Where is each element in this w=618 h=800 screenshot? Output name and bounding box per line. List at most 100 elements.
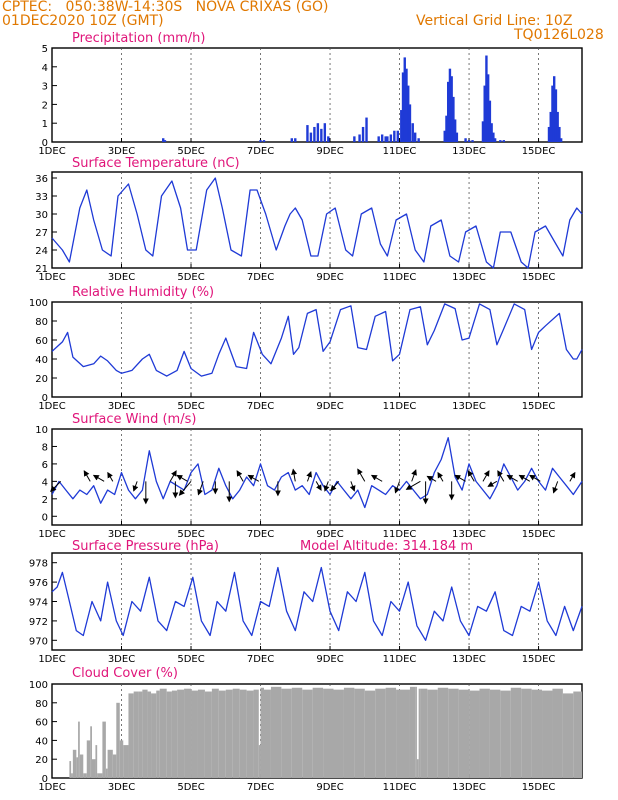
cloud-cover-column bbox=[573, 691, 582, 778]
pres-ytick-label: 976 bbox=[29, 578, 48, 589]
cloud-cover-column bbox=[78, 721, 80, 778]
precip-bar bbox=[485, 55, 488, 142]
precip-bar bbox=[549, 111, 552, 142]
model-id: TQ0126L028 bbox=[514, 27, 604, 43]
precip-bar bbox=[493, 138, 497, 142]
temp-ytick-label: 33 bbox=[35, 192, 48, 203]
precip-bar bbox=[551, 85, 554, 142]
temp-xtick-label: 11DEC bbox=[383, 272, 417, 283]
wind-arrow bbox=[83, 470, 91, 482]
precip-bar bbox=[471, 140, 474, 142]
cloud-cover-column bbox=[102, 721, 106, 778]
cloud-cover-column bbox=[333, 689, 344, 778]
precip-bar bbox=[448, 68, 452, 142]
cloud-cover-column bbox=[72, 749, 77, 778]
wind-arrow bbox=[176, 474, 188, 482]
wind-arrow bbox=[315, 481, 322, 491]
wind-arrow bbox=[330, 481, 340, 492]
precip-bar bbox=[490, 123, 493, 142]
grid-line-note: Vertical Grid Line: 10Z bbox=[416, 13, 573, 29]
cloud-cover-column bbox=[151, 693, 157, 778]
cloud-cover-column bbox=[107, 749, 113, 778]
wind-arrow bbox=[426, 475, 437, 482]
precip-bar bbox=[408, 104, 412, 142]
temp-xtick-label: 13DEC bbox=[452, 272, 486, 283]
cloud-cover-column bbox=[448, 688, 459, 778]
cloud-cover-column bbox=[253, 689, 259, 778]
cloud-cover-column bbox=[112, 754, 117, 778]
cloud-panel: 0 20 40 60 80 100 1DEC 3DEC 5DEC 7DEC 9DEC 11DEC 13D… bbox=[29, 666, 583, 793]
rh-ytick-label: 60 bbox=[35, 336, 48, 347]
precip-ytick-label: 5 bbox=[42, 44, 48, 55]
cloud-cover-column bbox=[166, 691, 172, 778]
wind-arrow bbox=[357, 468, 366, 482]
wind-ytick-label: 8 bbox=[42, 442, 48, 453]
pres-xtick-label: 1DEC bbox=[38, 654, 65, 665]
cloud-cover-column bbox=[123, 745, 129, 778]
wind-title: Surface Wind (m/s) bbox=[72, 412, 196, 427]
wind-arrow bbox=[405, 480, 421, 490]
cloud-cover-column bbox=[437, 687, 449, 778]
cloud-cover-column bbox=[133, 691, 139, 778]
pres-xtick-label: 9DEC bbox=[316, 654, 343, 665]
cloud-title: Cloud Cover (%) bbox=[72, 666, 178, 681]
rh-xtick-label: 13DEC bbox=[452, 401, 486, 412]
wind-arrow bbox=[518, 474, 531, 482]
pres-series-line bbox=[51, 566, 583, 641]
precip-bar bbox=[559, 138, 563, 142]
temp-panel: 21 24 27 30 33 36 1DEC 3DEC 5DEC 7DEC 9DEC 11DEC 13D… bbox=[35, 156, 583, 283]
cloud-xtick-label: 5DEC bbox=[177, 782, 204, 793]
rh-ytick-label: 20 bbox=[35, 374, 48, 385]
cloud-cover-column bbox=[312, 687, 324, 778]
cloud-cover-column bbox=[232, 688, 240, 778]
cloud-cover-column bbox=[354, 688, 365, 778]
cloud-cover-column bbox=[79, 754, 84, 778]
rh-xtick-label: 7DEC bbox=[247, 401, 274, 412]
precip-bar bbox=[162, 138, 165, 142]
wind-arrow bbox=[50, 481, 62, 492]
precip-xtick-label: 3DEC bbox=[108, 146, 135, 157]
cloud-cover-column bbox=[91, 759, 96, 778]
cloud-cover-column bbox=[270, 686, 282, 778]
precip-xtick-label: 5DEC bbox=[177, 146, 204, 157]
temp-ytick-label: 36 bbox=[35, 174, 48, 185]
cloud-cover-column bbox=[510, 687, 522, 778]
wind-arrow bbox=[370, 474, 383, 482]
wind-arrow bbox=[487, 480, 498, 487]
temp-ytick-label: 21 bbox=[35, 264, 48, 275]
precip-bar bbox=[405, 68, 408, 142]
precip-bar bbox=[389, 134, 393, 142]
rh-ytick-label: 0 bbox=[42, 393, 48, 404]
rh-title: Relative Humidity (%) bbox=[72, 285, 214, 300]
cloud-cover-column bbox=[375, 688, 386, 778]
pres-xtick-label: 5DEC bbox=[177, 654, 204, 665]
cloud-cover-column bbox=[147, 691, 152, 778]
cloud-cover-column bbox=[128, 693, 134, 778]
precip-bar bbox=[492, 132, 495, 142]
wind-arrow bbox=[454, 474, 466, 482]
wind-xtick-label: 3DEC bbox=[108, 529, 135, 540]
pres-ytick-label: 970 bbox=[29, 636, 48, 647]
cloud-ytick-label: 20 bbox=[35, 755, 48, 766]
pres-xtick-label: 11DEC bbox=[383, 654, 417, 665]
wind-panel: 0 2 4 6 8 10 1DEC 3DEC 5DEC 7DEC 9DEC 11DEC 13DEC 15D… bbox=[35, 412, 583, 540]
cloud-cover-column bbox=[479, 688, 490, 778]
precip-bar bbox=[396, 130, 400, 142]
precip-bar bbox=[455, 132, 459, 142]
cloud-cover-column bbox=[343, 687, 355, 778]
temp-ytick-label: 24 bbox=[35, 246, 48, 257]
model-altitude-label: Model Altitude: 314.184 m bbox=[300, 539, 473, 554]
precip-bar bbox=[380, 134, 384, 142]
precip-bar bbox=[486, 74, 490, 142]
cloud-ytick-label: 100 bbox=[29, 680, 48, 691]
precip-bar bbox=[386, 136, 389, 142]
cloud-cover-column bbox=[191, 690, 198, 778]
cloud-cover-column bbox=[385, 687, 397, 778]
cloud-cover-column bbox=[239, 689, 247, 778]
cloud-cover-column bbox=[95, 745, 98, 778]
precip-bar bbox=[411, 123, 414, 142]
wind-arrow bbox=[482, 470, 490, 482]
precip-ytick-label: 4 bbox=[42, 63, 48, 74]
wind-arrow bbox=[306, 471, 312, 482]
wind-arrow bbox=[506, 474, 518, 482]
